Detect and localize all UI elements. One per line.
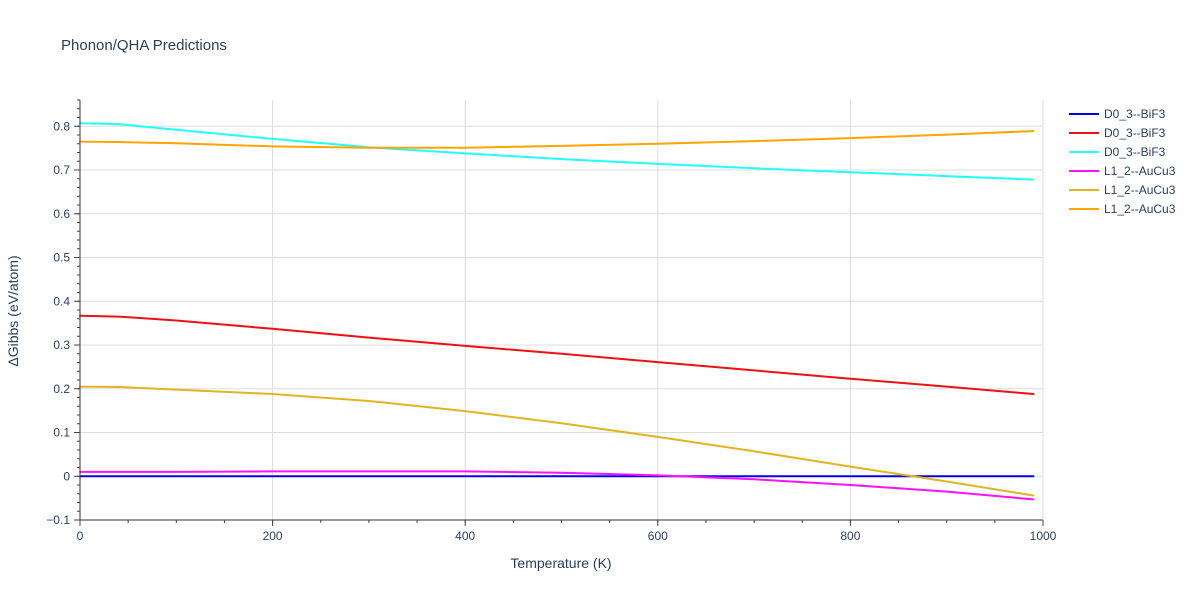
axes-layer: −0.1 0 0.1 0.2 0.3 0.4 0.5 0.6 0.7 0.8 0 200 400 600 8… <box>46 99 1057 543</box>
x-tick-label: 200 <box>263 529 283 543</box>
legend-label: L1_2--AuCu3 <box>1104 164 1176 178</box>
series-line-3 <box>79 122 1035 181</box>
series-line-6 <box>79 130 1035 149</box>
chart-title: Phonon/QHA Predictions <box>61 37 227 54</box>
x-tick-label: 0 <box>77 529 84 543</box>
y-tick-label: 0.2 <box>53 382 70 396</box>
x-axis-title: Temperature (K) <box>510 555 611 571</box>
legend-label: D0_3--BiF3 <box>1104 126 1166 140</box>
legend-label: L1_2--AuCu3 <box>1104 202 1176 216</box>
x-tick-label: 1000 <box>1030 529 1057 543</box>
y-tick-label: 0.1 <box>53 426 70 440</box>
legend-item-3[interactable]: D0_3--BiF3 <box>1069 145 1166 159</box>
series-line-2 <box>79 314 1035 395</box>
legend-item-4[interactable]: L1_2--AuCu3 <box>1069 164 1176 178</box>
y-tick-label: 0.3 <box>53 338 70 352</box>
series-line-5 <box>79 385 1035 497</box>
series-layer <box>79 122 1035 501</box>
y-axis-title: ΔGibbs (eV/atom) <box>5 255 21 366</box>
legend-label: L1_2--AuCu3 <box>1104 183 1176 197</box>
y-tick-label: 0.8 <box>53 119 70 133</box>
legend-item-6[interactable]: L1_2--AuCu3 <box>1069 202 1176 216</box>
y-tick-label: 0.5 <box>53 251 70 265</box>
y-tick-label: 0 <box>63 469 70 483</box>
legend-item-2[interactable]: D0_3--BiF3 <box>1069 126 1166 140</box>
legend-label: D0_3--BiF3 <box>1104 145 1166 159</box>
x-tick-label: 600 <box>648 529 668 543</box>
series-line-4 <box>79 470 1035 501</box>
legend[interactable]: D0_3--BiF3 D0_3--BiF3 D0_3--BiF3 L1_2--AuCu… <box>1069 107 1176 216</box>
legend-item-5[interactable]: L1_2--AuCu3 <box>1069 183 1176 197</box>
y-tick-label: 0.6 <box>53 207 70 221</box>
x-tick-label: 400 <box>455 529 475 543</box>
y-tick-label: 0.7 <box>53 163 70 177</box>
legend-item-1[interactable]: D0_3--BiF3 <box>1069 107 1166 121</box>
y-tick-label: −0.1 <box>46 513 70 527</box>
y-tick-label: 0.4 <box>53 294 70 308</box>
legend-label: D0_3--BiF3 <box>1104 107 1166 121</box>
x-tick-label: 800 <box>840 529 860 543</box>
